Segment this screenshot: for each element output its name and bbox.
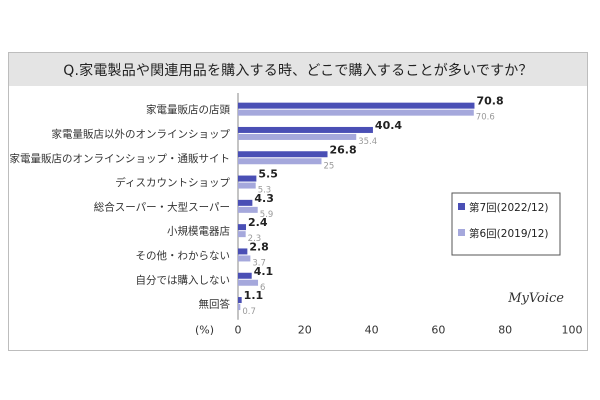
brand-logo: MyVoice [507,291,564,306]
bar-current [238,151,328,158]
chart-frame: Q.家電製品や関連用品を購入する時、どこで購入することが多いですか？ 家電量販店… [8,52,588,351]
bar-current [238,102,475,109]
question-title: Q.家電製品や関連用品を購入する時、どこで購入することが多いですか？ [63,62,533,79]
data-label-previous: 0.7 [242,307,256,317]
data-label-previous: 70.6 [476,113,495,123]
data-label-previous: 35.4 [358,137,377,147]
x-tick-label: 100 [562,324,583,337]
legend-entry: 第7回(2022/12) [469,201,549,214]
category-label: ディスカウントショップ [115,176,230,189]
bar-previous [238,231,246,238]
data-label-previous: 25 [324,161,335,171]
legend-swatch [458,203,465,210]
bar-previous [238,158,322,165]
bar-previous [238,109,474,116]
bar-previous [238,133,357,140]
x-axis-unit: (%) [195,324,214,337]
category-label: 家電量販店のオンラインショップ・通販サイト [10,152,231,165]
bar-previous [238,182,256,189]
bar-current [238,126,373,133]
data-label-current: 26.8 [330,143,357,156]
category-label: 総合スーパー・大型スーパー [94,200,230,213]
category-label: 自分では購入しない [136,273,231,286]
bar-previous [238,206,258,213]
bar-current [238,224,247,231]
x-tick-label: 60 [431,324,445,337]
data-label-current: 70.8 [476,95,503,108]
data-label-current: 1.1 [244,289,264,302]
data-label-current: 2.4 [248,216,268,229]
bar-current [238,248,248,255]
category-label: 家電量販店の店頭 [146,103,230,116]
category-label: その他・わからない [136,249,231,262]
category-label: 無回答 [199,298,231,311]
x-tick-label: 80 [498,324,512,337]
x-tick-label: 0 [235,324,242,337]
x-tick-label: 40 [365,324,379,337]
category-label: 小規模電器店 [167,225,230,238]
question-header: Q.家電製品や関連用品を購入する時、どこで購入することが多いですか？ [9,53,587,86]
bar-current [238,175,257,182]
bar-previous [238,279,259,286]
data-label-current: 5.5 [258,168,278,181]
bar-current [238,297,242,304]
bar-chart: 家電量販店の店頭 70.8 70.6 家電量販店以外のオンラインショップ 40.4 35.… [10,93,583,337]
data-label-previous: 2.3 [248,234,262,244]
data-label-current: 40.4 [375,119,402,132]
bar-previous [238,255,251,262]
legend-swatch [458,229,465,236]
category-label: 家電量販店以外のオンラインショップ [52,127,231,140]
data-label-current: 2.8 [249,240,268,253]
x-tick-label: 20 [298,324,312,337]
bar-current [238,199,253,206]
legend-box [451,192,561,256]
data-label-current: 4.1 [254,265,274,278]
bar-previous [238,304,241,311]
data-label-previous: 5.9 [260,210,274,220]
legend-entry: 第6回(2019/12) [469,227,549,240]
data-label-previous: 3.7 [252,258,266,268]
data-label-previous: 6 [260,283,265,293]
bar-current [238,272,252,279]
data-label-previous: 5.3 [258,186,272,196]
data-label-current: 4.3 [254,192,274,205]
